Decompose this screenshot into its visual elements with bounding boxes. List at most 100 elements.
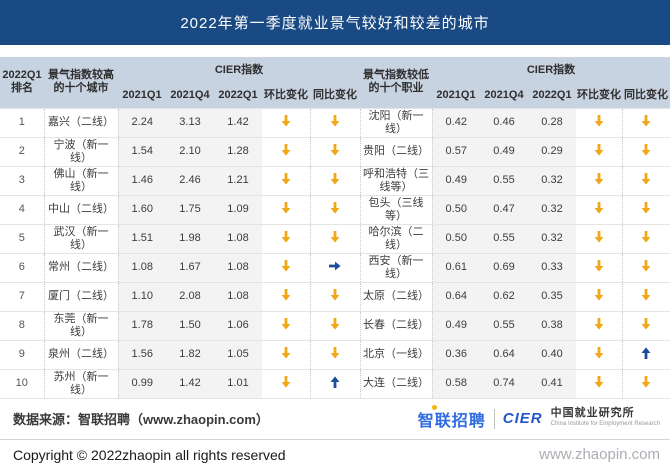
down-arrow-icon: [594, 201, 604, 214]
rank-cell: 6: [0, 252, 44, 282]
city-cell: 武汉（新一线）: [43, 223, 118, 253]
col-header-2022q1-right: 2022Q1: [528, 83, 576, 108]
qoq-change-cell: [262, 136, 310, 166]
table-row: 2 宁波（新一线） 1.54 2.10 1.28 贵阳（二线） 0.57 0.49 0.29: [0, 136, 670, 166]
qoq-change-cell: [576, 136, 622, 166]
rank-cell: 9: [0, 339, 44, 369]
col-header-2021q4-left: 2021Q4: [166, 83, 214, 108]
qoq-change-cell: [262, 310, 310, 340]
value-cell: 1.51: [117, 223, 166, 253]
city-cell: 呼和浩特（三线等）: [359, 165, 432, 195]
down-arrow-icon: [281, 317, 291, 330]
footer-logos: 智联招聘 CIER 中国就业研究所 China Institute for Em…: [418, 404, 660, 431]
down-arrow-icon: [594, 172, 604, 185]
city-cell: 太原（二线）: [359, 281, 432, 311]
city-cell: 东莞（新一线）: [43, 310, 118, 340]
yoy-change-cell: [309, 339, 360, 369]
value-cell: 0.69: [480, 252, 528, 282]
value-cell: 0.99: [117, 368, 166, 399]
qoq-change-cell: [262, 194, 310, 224]
city-cell: 嘉兴（二线）: [43, 107, 118, 137]
value-cell: 1.08: [117, 252, 166, 282]
yoy-change-cell: [621, 194, 670, 224]
down-arrow-icon: [641, 114, 651, 127]
qoq-change-cell: [576, 165, 622, 195]
down-arrow-icon: [330, 288, 340, 301]
yoy-change-cell: [309, 194, 360, 224]
yoy-change-cell: [309, 252, 360, 282]
col-header-2021q1-left: 2021Q1: [118, 83, 166, 108]
value-cell: 0.49: [431, 165, 480, 195]
up-arrow-icon: [330, 375, 340, 388]
city-cell: 包头（三线等）: [359, 194, 432, 224]
down-arrow-icon: [641, 288, 651, 301]
down-arrow-icon: [330, 172, 340, 185]
value-cell: 1.82: [166, 339, 214, 369]
value-cell: 0.55: [480, 310, 528, 340]
value-cell: 0.42: [431, 107, 480, 137]
qoq-change-cell: [262, 281, 310, 311]
city-cell: 长春（二线）: [359, 310, 432, 340]
qoq-change-cell: [262, 368, 310, 399]
qoq-change-cell: [576, 223, 622, 253]
down-arrow-icon: [281, 346, 291, 359]
table-row: 8 东莞（新一线） 1.78 1.50 1.06 长春（二线） 0.49 0.55 0.38: [0, 310, 670, 340]
qoq-change-cell: [262, 339, 310, 369]
value-cell: 0.41: [528, 368, 576, 399]
logo-divider: [493, 408, 495, 429]
col-header-yoy-left: 同比变化: [310, 83, 360, 108]
value-cell: 1.01: [214, 368, 262, 399]
value-cell: 1.98: [166, 223, 214, 253]
value-cell: 1.67: [166, 252, 214, 282]
value-cell: 1.50: [166, 310, 214, 340]
city-cell: 北京（一线）: [359, 339, 432, 369]
cier-header-left: CIER指数: [118, 57, 360, 83]
value-cell: 1.08: [214, 281, 262, 311]
rank-cell: 8: [0, 310, 44, 340]
title-gap: [0, 45, 670, 57]
footer-divider: [0, 438, 670, 440]
value-cell: 2.10: [166, 136, 214, 166]
table-row: 1 嘉兴（二线） 2.24 3.13 1.42 沈阳（新一线） 0.42 0.46 0.28: [0, 107, 670, 137]
yoy-change-cell: [309, 223, 360, 253]
rank-cell: 5: [0, 223, 44, 253]
col-header-2022q1-left: 2022Q1: [214, 83, 262, 108]
down-arrow-icon: [330, 143, 340, 156]
city-cell: 佛山（新一线）: [43, 165, 118, 195]
yoy-change-cell: [621, 310, 670, 340]
low-cities-header: 景气指数较低的十个职业: [360, 57, 432, 108]
yoy-change-cell: [309, 107, 360, 137]
qoq-change-cell: [576, 310, 622, 340]
table-row: 10 苏州（新一线） 0.99 1.42 1.01 大连（二线） 0.58 0.74 0.41: [0, 368, 670, 399]
down-arrow-icon: [594, 114, 604, 127]
rank-cell: 10: [0, 368, 44, 399]
source-line: 数据来源：智联招聘（www.zhaopin.com） 智联招聘 CIER 中国就…: [0, 399, 670, 439]
value-cell: 0.64: [431, 281, 480, 311]
value-cell: 0.64: [480, 339, 528, 369]
value-cell: 0.57: [431, 136, 480, 166]
down-arrow-icon: [281, 201, 291, 214]
city-cell: 沈阳（新一线）: [359, 107, 432, 137]
right-arrow-icon: [329, 260, 341, 272]
down-arrow-icon: [594, 317, 604, 330]
value-cell: 0.50: [431, 223, 480, 253]
value-cell: 1.05: [214, 339, 262, 369]
page-title: 2022年第一季度就业景气较好和较差的城市: [0, 0, 670, 45]
value-cell: 0.49: [480, 136, 528, 166]
value-cell: 2.24: [117, 107, 166, 137]
col-header-qoq-right: 环比变化: [576, 83, 622, 108]
value-cell: 1.08: [214, 252, 262, 282]
rank-cell: 7: [0, 281, 44, 311]
header-row-group: 2022Q1排名 景气指数较高的十个城市 CIER指数 景气指数较低的十个职业 …: [0, 57, 670, 108]
value-cell: 1.78: [117, 310, 166, 340]
city-cell: 泉州（二线）: [43, 339, 118, 369]
value-cell: 0.58: [431, 368, 480, 399]
qoq-change-cell: [262, 252, 310, 282]
value-cell: 0.29: [528, 136, 576, 166]
value-cell: 1.60: [117, 194, 166, 224]
qoq-change-cell: [576, 368, 622, 399]
value-cell: 3.13: [166, 107, 214, 137]
down-arrow-icon: [330, 346, 340, 359]
value-cell: 1.06: [214, 310, 262, 340]
